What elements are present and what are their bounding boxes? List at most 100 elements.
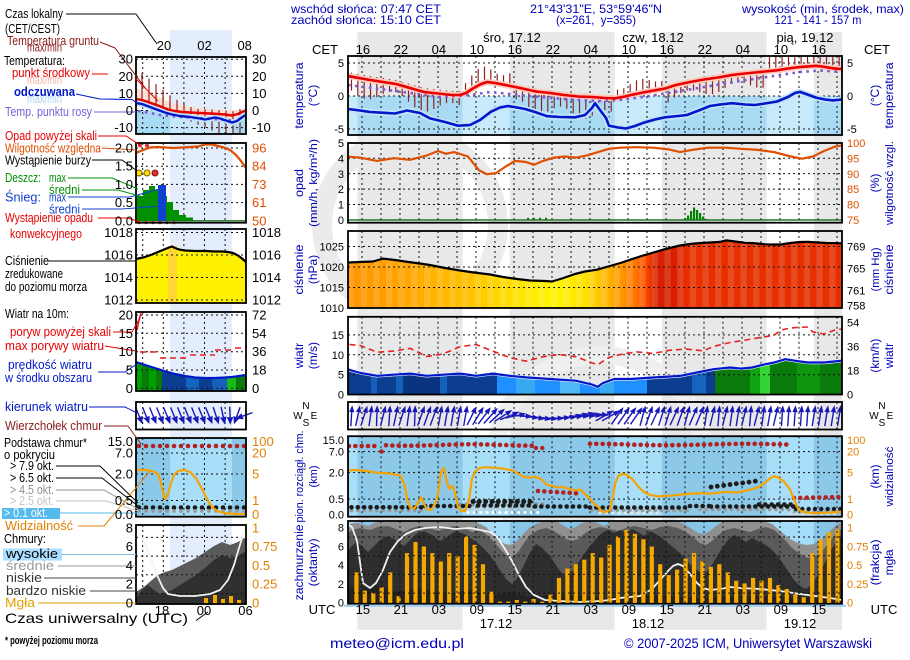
svg-text:3: 3 — [338, 169, 344, 181]
svg-text:09: 09 — [470, 602, 484, 617]
svg-text:1014: 1014 — [252, 270, 281, 285]
svg-text:04: 04 — [432, 42, 446, 57]
svg-text:(km): (km) — [308, 466, 320, 488]
svg-text:mgła: mgła — [882, 549, 896, 575]
svg-text:> 2.5 okt.: > 2.5 okt. — [10, 493, 54, 508]
svg-text:UTC: UTC — [309, 602, 336, 617]
svg-text:CET: CET — [312, 42, 338, 57]
svg-text:0: 0 — [126, 595, 133, 610]
svg-text:pion. rozciągł. chm.: pion. rozciągł. chm. — [294, 431, 306, 523]
svg-text:wschód słońca: 07:47 CET: wschód słońca: 07:47 CET — [290, 2, 442, 16]
svg-text:max porywy wiatru: max porywy wiatru — [5, 338, 104, 353]
svg-text:758: 758 — [847, 301, 865, 313]
svg-text:36: 36 — [847, 342, 859, 354]
svg-text:N: N — [302, 401, 309, 412]
svg-text:(x=261, y=355): (x=261, y=355) — [556, 13, 636, 27]
svg-text:0.0: 0.0 — [329, 510, 344, 522]
svg-text:18: 18 — [155, 603, 169, 618]
svg-text:10: 10 — [622, 42, 636, 57]
svg-text:(m/s): (m/s) — [306, 342, 320, 369]
svg-text:1016: 1016 — [104, 248, 133, 263]
svg-text:10: 10 — [774, 42, 788, 57]
svg-text:0: 0 — [338, 215, 344, 227]
svg-text:4: 4 — [126, 558, 133, 573]
svg-text:20: 20 — [252, 69, 266, 84]
svg-text:(°C): (°C) — [868, 85, 882, 106]
svg-text:zachmurzenie: zachmurzenie — [292, 524, 306, 600]
svg-text:0.5: 0.5 — [847, 560, 862, 572]
svg-text:-5: -5 — [334, 124, 344, 136]
svg-text:Wierzchołek chmur: Wierzchołek chmur — [5, 418, 103, 433]
svg-text:widzialność: widzialność — [884, 446, 896, 508]
svg-text:16: 16 — [812, 42, 826, 57]
svg-text:765: 765 — [847, 263, 865, 275]
svg-text:100: 100 — [847, 138, 865, 150]
svg-text:Podstawa chmur*: Podstawa chmur* — [4, 435, 87, 450]
svg-text:15: 15 — [119, 326, 133, 341]
svg-text:(km/h): (km/h) — [868, 339, 882, 373]
svg-text:61: 61 — [252, 195, 266, 210]
svg-text:1016: 1016 — [252, 248, 281, 263]
svg-text:84: 84 — [252, 159, 266, 174]
svg-text:Widzialność: Widzialność — [5, 518, 73, 533]
svg-text:15: 15 — [332, 330, 344, 342]
svg-text:761: 761 — [847, 285, 865, 297]
svg-text:2: 2 — [338, 579, 344, 591]
svg-text:0.0: 0.0 — [115, 213, 133, 228]
svg-text:temperatura: temperatura — [292, 62, 306, 128]
svg-text:W: W — [869, 411, 879, 422]
svg-text:-10: -10 — [114, 120, 133, 135]
svg-text:100: 100 — [252, 434, 274, 449]
svg-text:wiatr: wiatr — [292, 343, 306, 369]
svg-text:Czas lokalny: Czas lokalny — [5, 6, 63, 21]
svg-text:75: 75 — [847, 215, 859, 227]
svg-text:zredukowane: zredukowane — [5, 266, 63, 281]
svg-text:Wystąpienie opadu: Wystąpienie opadu — [5, 210, 93, 225]
svg-text:19.12: 19.12 — [784, 616, 817, 631]
svg-text:18: 18 — [252, 363, 266, 378]
svg-text:54: 54 — [847, 318, 859, 330]
svg-text:0.25: 0.25 — [252, 577, 277, 592]
svg-text:5: 5 — [126, 363, 133, 378]
svg-text:04: 04 — [584, 42, 598, 57]
svg-text:4: 4 — [338, 153, 344, 165]
svg-text:0: 0 — [252, 595, 259, 610]
svg-text:2.0: 2.0 — [329, 468, 344, 480]
svg-text:0.5: 0.5 — [115, 195, 133, 210]
svg-text:100: 100 — [847, 435, 865, 447]
svg-text:* powyżej poziomu morza: * powyżej poziomu morza — [5, 635, 99, 647]
svg-text:5: 5 — [338, 58, 344, 70]
svg-text:7.0: 7.0 — [329, 447, 344, 459]
svg-text:1.0: 1.0 — [115, 177, 133, 192]
svg-text:16: 16 — [508, 42, 522, 57]
svg-text:1010: 1010 — [320, 303, 344, 315]
svg-text:03: 03 — [584, 602, 598, 617]
svg-text:0: 0 — [847, 91, 853, 103]
svg-text:15: 15 — [356, 602, 370, 617]
svg-text:54: 54 — [252, 326, 266, 341]
svg-text:średni: średni — [49, 202, 80, 217]
svg-text:16: 16 — [660, 42, 674, 57]
svg-text:konwekcyjnego: konwekcyjnego — [10, 226, 82, 241]
svg-text:Wilgotność względna: Wilgotność względna — [5, 141, 102, 156]
svg-text:30: 30 — [119, 52, 133, 67]
svg-text:2.0: 2.0 — [115, 141, 133, 156]
svg-text:0.75: 0.75 — [252, 539, 277, 554]
svg-text:1014: 1014 — [104, 270, 133, 285]
svg-text:-5: -5 — [847, 124, 857, 136]
svg-text:5: 5 — [338, 138, 344, 150]
svg-text:21: 21 — [546, 602, 560, 617]
svg-text:w środku obszaru: w środku obszaru — [4, 370, 92, 385]
svg-text:E: E — [887, 411, 894, 422]
svg-text:Deszcz:: Deszcz: — [5, 170, 41, 185]
svg-text:kierunek wiatru: kierunek wiatru — [5, 399, 88, 414]
svg-text:10: 10 — [470, 42, 484, 57]
svg-text:0.25: 0.25 — [847, 579, 868, 591]
svg-text:121 - 141 - 157 m: 121 - 141 - 157 m — [775, 13, 862, 27]
svg-text:poryw powyżej skali: poryw powyżej skali — [10, 324, 111, 339]
svg-text:1: 1 — [252, 521, 259, 536]
svg-text:73: 73 — [252, 177, 266, 192]
svg-text:0: 0 — [252, 381, 259, 396]
svg-text:2.0: 2.0 — [115, 467, 133, 482]
svg-text:> 6.5 okt.: > 6.5 okt. — [10, 470, 54, 485]
